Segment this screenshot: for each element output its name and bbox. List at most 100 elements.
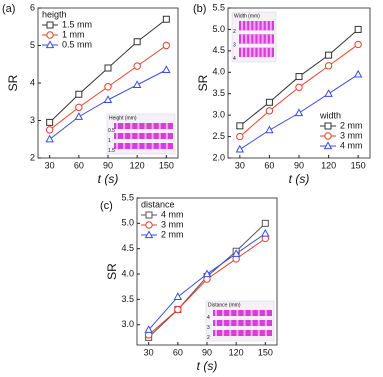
marker [295, 73, 303, 81]
inset-stripe [222, 320, 225, 326]
x-tick-label: 90 [103, 160, 113, 170]
y-tick-label: 3.0 [212, 110, 225, 120]
inset-strip [213, 320, 272, 326]
inset-stripe [249, 47, 252, 57]
x-tick-label: 150 [258, 347, 273, 357]
inset-stripe [257, 47, 260, 57]
inset-stripe [264, 320, 267, 326]
inset-stripe [165, 143, 168, 149]
y-axis-label: SR [196, 74, 210, 91]
inset-strip [114, 123, 173, 129]
marker [75, 90, 83, 98]
inset-stripe [265, 34, 268, 44]
legend-title: width [319, 110, 341, 120]
marker [46, 21, 54, 29]
marker [144, 230, 154, 239]
y-tick-label: 5 [30, 40, 35, 50]
inset-stripe [137, 133, 140, 139]
y-tick-label: 5.5 [121, 192, 134, 202]
inset-stripe [265, 47, 268, 57]
inset-stripe [253, 34, 256, 44]
inset-stripe [243, 330, 246, 336]
inset-stripe [264, 330, 267, 336]
inset-stripe [215, 330, 217, 336]
inset-stripe [130, 123, 133, 129]
inset-stripe [130, 143, 133, 149]
marker [324, 89, 333, 97]
x-tick-label: 60 [264, 160, 274, 170]
inset-stripe [137, 143, 140, 149]
inset-stripe [236, 310, 239, 316]
y-tick-label: 4.0 [121, 268, 134, 278]
marker [162, 65, 171, 73]
inset-stripe [144, 133, 147, 139]
legend-label: 4 mm [340, 140, 363, 150]
y-tick-label: 5.0 [121, 218, 134, 228]
marker [354, 40, 362, 49]
inset-stripe [123, 133, 126, 139]
inset-strip [239, 34, 274, 44]
y-tick-label: 3.5 [121, 294, 134, 304]
x-axis-label: t (s) [98, 172, 119, 186]
legend-label: 1 mm [62, 29, 85, 39]
inset-label: 4 [233, 56, 236, 62]
inset-stripe [241, 47, 243, 57]
marker [236, 122, 244, 130]
inset-label: 1 [108, 138, 111, 144]
inset-stripe [215, 320, 217, 326]
marker [353, 69, 363, 78]
inset-stripe [243, 320, 246, 326]
x-tick-label: 90 [294, 160, 304, 170]
marker [45, 134, 54, 143]
inset-stripe [229, 330, 232, 336]
marker [231, 249, 241, 257]
inset-stripe [257, 330, 260, 336]
marker [45, 40, 55, 49]
inset-stripe [249, 34, 252, 44]
legend-label: 4 mm [161, 209, 184, 219]
panel-label: (c) [100, 200, 113, 212]
inset-label: 4 [207, 315, 210, 321]
inset-stripe [158, 133, 161, 139]
inset-stripe [123, 123, 126, 129]
legend-label: 3 mm [340, 130, 363, 140]
marker [104, 83, 112, 91]
y-axis-label: SR [105, 263, 119, 280]
y-tick-label: 6 [30, 2, 35, 12]
y-tick-label: 4.5 [121, 243, 134, 253]
inset-label: 2 [207, 335, 210, 341]
inset-stripe [261, 21, 264, 31]
marker [235, 144, 245, 153]
x-tick-label: 120 [229, 347, 244, 357]
legend-title: distance [141, 199, 175, 209]
y-tick-label: 5.0 [212, 24, 225, 34]
inset-stripe [130, 133, 133, 139]
marker [323, 141, 333, 150]
legend-label: 3 mm [161, 219, 184, 229]
x-tick-label: 90 [202, 347, 212, 357]
y-tick-label: 2.5 [212, 131, 225, 141]
inset-stripe [250, 320, 253, 326]
marker [324, 122, 332, 130]
marker [144, 325, 153, 333]
inset-stripe [264, 310, 267, 316]
inset-stripe [158, 143, 161, 149]
inset-stripe [151, 123, 154, 129]
inset-stripe [144, 123, 147, 129]
inset-stripe [236, 320, 239, 326]
legend-label: 1.5 mm [62, 19, 92, 29]
y-tick-label: 3.5 [212, 88, 225, 98]
legend-title: heigth [42, 9, 67, 19]
inset-title: Distance (mm) [208, 302, 241, 308]
marker [173, 292, 183, 300]
marker [265, 98, 273, 106]
inset-stripe [151, 133, 154, 139]
inset-stripe [265, 21, 268, 31]
y-tick-label: 4 [30, 77, 35, 87]
marker [132, 80, 142, 88]
marker [133, 62, 141, 70]
x-tick-label: 120 [130, 160, 145, 170]
inset-stripe [261, 34, 264, 44]
marker [46, 31, 54, 39]
marker [145, 211, 153, 219]
